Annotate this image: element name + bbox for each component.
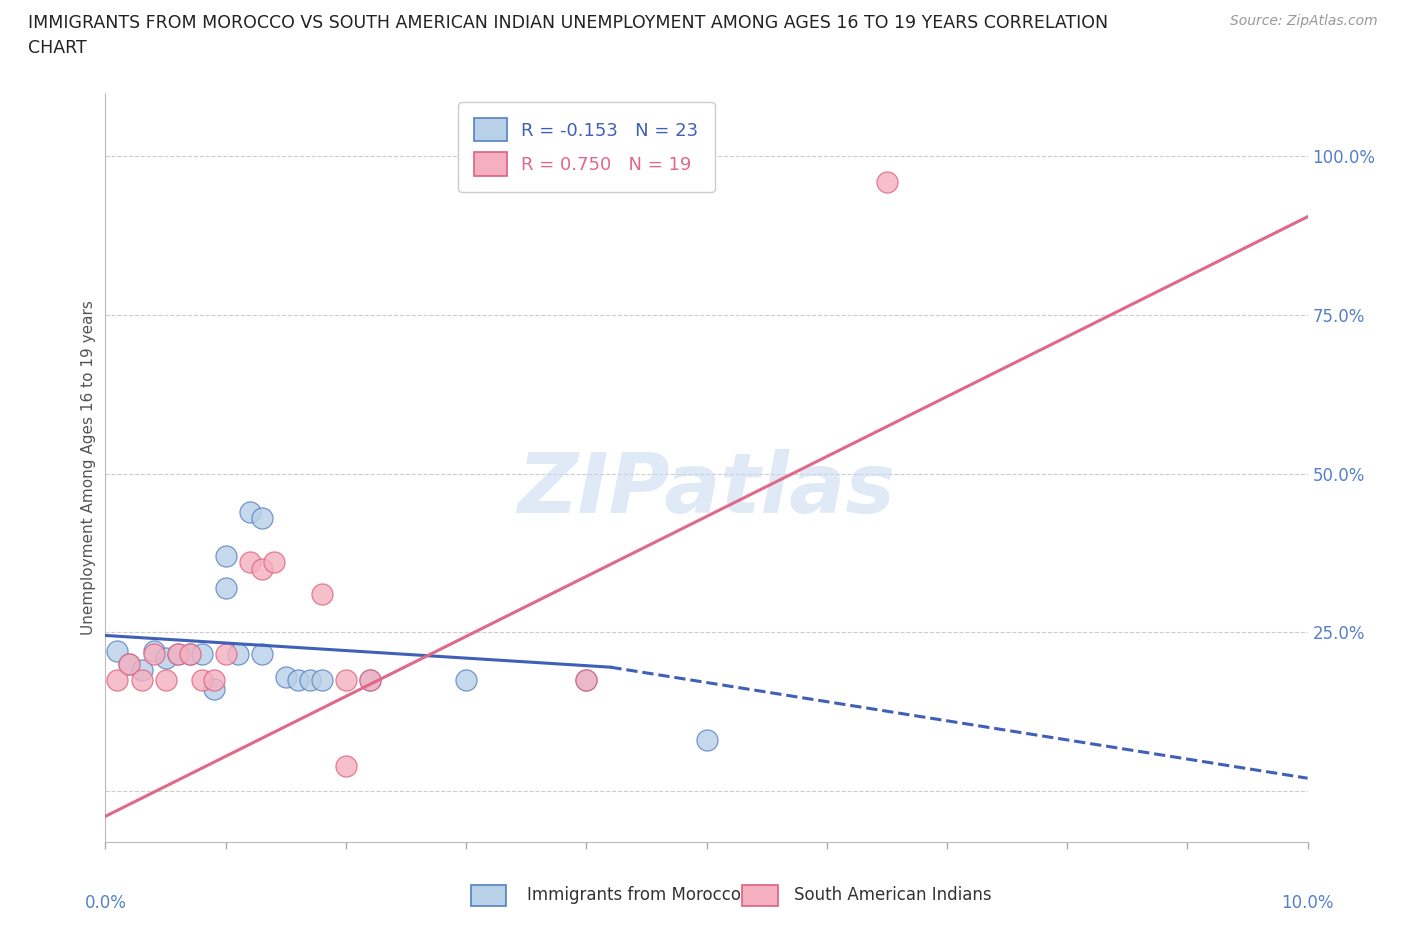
- Point: [250, 647, 273, 662]
- Text: ZIPatlas: ZIPatlas: [517, 449, 896, 530]
- Point: [142, 644, 165, 658]
- Point: [107, 644, 129, 658]
- Point: [311, 672, 333, 687]
- Point: [250, 511, 273, 525]
- Point: [118, 657, 141, 671]
- Point: [179, 647, 201, 662]
- Point: [131, 663, 153, 678]
- Point: [263, 555, 285, 570]
- Point: [166, 647, 188, 662]
- Point: [876, 175, 898, 190]
- Point: [214, 647, 236, 662]
- Point: [214, 549, 236, 564]
- Point: [274, 670, 297, 684]
- Point: [454, 672, 477, 687]
- Point: [359, 672, 381, 687]
- Point: [239, 555, 262, 570]
- Y-axis label: Unemployment Among Ages 16 to 19 years: Unemployment Among Ages 16 to 19 years: [82, 299, 96, 635]
- Point: [214, 580, 236, 595]
- Point: [298, 672, 321, 687]
- Point: [239, 504, 262, 519]
- Point: [202, 682, 225, 697]
- Point: [118, 657, 141, 671]
- Text: Source: ZipAtlas.com: Source: ZipAtlas.com: [1230, 14, 1378, 28]
- Point: [202, 672, 225, 687]
- Point: [107, 672, 129, 687]
- Point: [179, 647, 201, 662]
- Point: [190, 647, 212, 662]
- Point: [287, 672, 309, 687]
- Text: Immigrants from Morocco: Immigrants from Morocco: [527, 885, 741, 904]
- Point: [696, 733, 718, 748]
- Point: [335, 672, 357, 687]
- Text: 0.0%: 0.0%: [84, 894, 127, 912]
- Point: [335, 758, 357, 773]
- Text: South American Indians: South American Indians: [794, 885, 993, 904]
- Text: IMMIGRANTS FROM MOROCCO VS SOUTH AMERICAN INDIAN UNEMPLOYMENT AMONG AGES 16 TO 1: IMMIGRANTS FROM MOROCCO VS SOUTH AMERICA…: [28, 14, 1108, 32]
- Point: [359, 672, 381, 687]
- Point: [166, 647, 188, 662]
- Point: [226, 647, 249, 662]
- Text: 10.0%: 10.0%: [1281, 894, 1334, 912]
- Point: [311, 587, 333, 602]
- Text: CHART: CHART: [28, 39, 87, 57]
- Point: [155, 650, 177, 665]
- Legend: R = -0.153   N = 23, R = 0.750   N = 19: R = -0.153 N = 23, R = 0.750 N = 19: [458, 102, 714, 192]
- Point: [575, 672, 598, 687]
- Point: [575, 672, 598, 687]
- Point: [131, 672, 153, 687]
- Point: [250, 562, 273, 577]
- Point: [142, 647, 165, 662]
- Point: [155, 672, 177, 687]
- Point: [190, 672, 212, 687]
